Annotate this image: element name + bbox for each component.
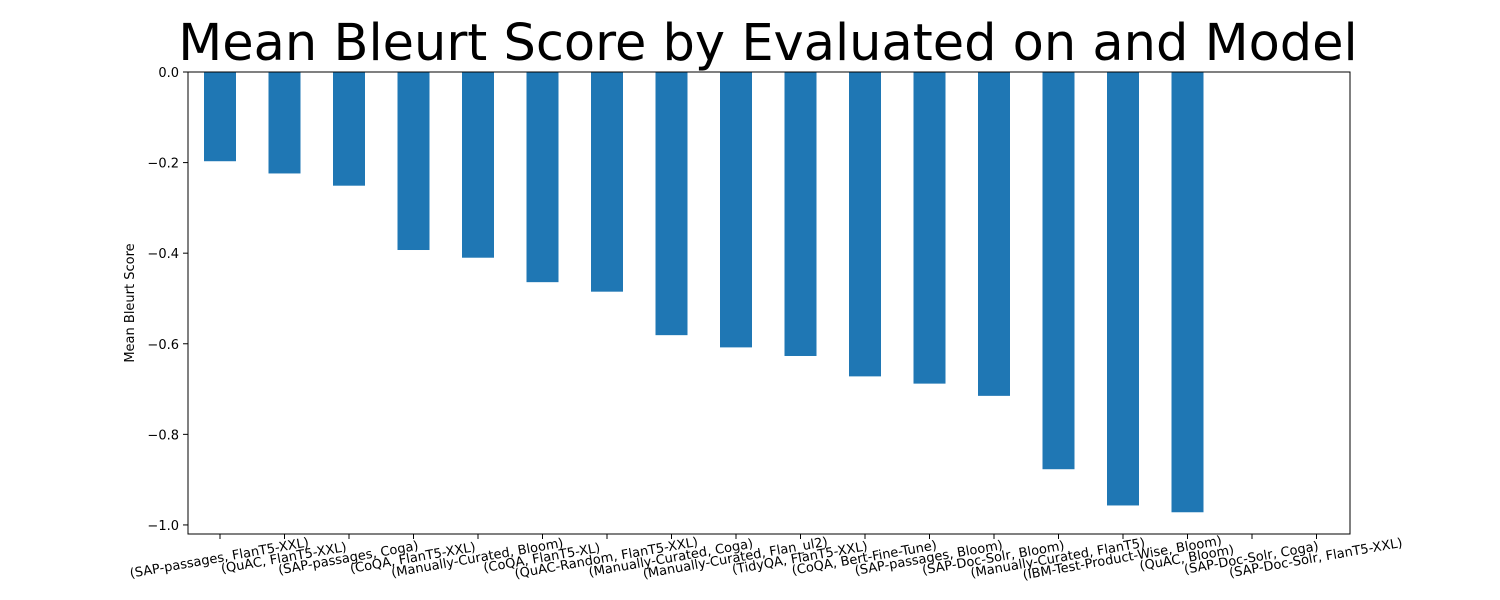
bar bbox=[655, 72, 688, 336]
y-tick-label: 0.0 bbox=[158, 66, 179, 81]
bar bbox=[1107, 72, 1139, 506]
y-axis-label: Mean Bleurt Score bbox=[123, 243, 138, 362]
bar bbox=[913, 72, 946, 384]
bar bbox=[978, 72, 1010, 396]
y-tick-label: −0.4 bbox=[147, 247, 179, 262]
bar bbox=[720, 72, 752, 348]
bars-group bbox=[204, 72, 1204, 513]
y-tick-label: −0.6 bbox=[147, 338, 179, 353]
bar bbox=[1171, 72, 1204, 513]
bar bbox=[204, 72, 236, 162]
bar bbox=[462, 72, 494, 258]
plot-frame bbox=[187, 71, 1351, 535]
bar bbox=[849, 72, 881, 377]
bar bbox=[268, 72, 301, 174]
bar bbox=[526, 72, 559, 283]
chart-title: Mean Bleurt Score by Evaluated on and Mo… bbox=[178, 14, 1358, 73]
x-axis: (SAP-passages, FlanT5-XXL)(QuAC, FlanT5-… bbox=[129, 534, 1404, 584]
bar bbox=[784, 72, 817, 356]
y-tick-label: −1.0 bbox=[147, 519, 179, 534]
y-axis: 0.0 −0.2 −0.4 −0.6 −0.8 −1.0 bbox=[147, 66, 188, 534]
bar bbox=[333, 72, 365, 186]
bar bbox=[591, 72, 623, 292]
bar bbox=[397, 72, 430, 251]
y-tick-label: −0.8 bbox=[147, 428, 179, 443]
bar bbox=[1042, 72, 1075, 470]
y-tick-label: −0.2 bbox=[147, 157, 179, 172]
